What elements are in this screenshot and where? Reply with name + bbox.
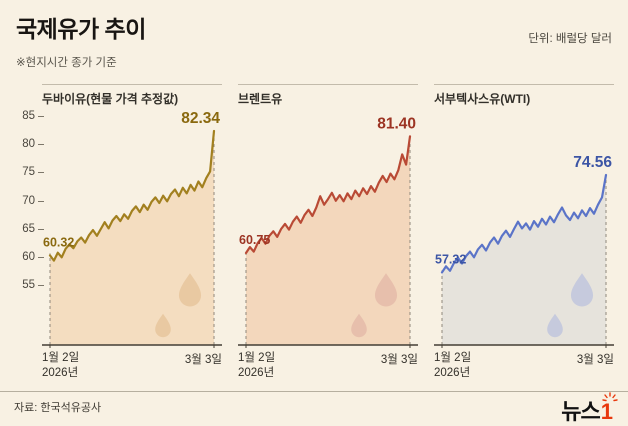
y-tick-mark <box>38 228 44 230</box>
area-fill <box>50 131 214 345</box>
oil-drop-icon <box>155 313 171 338</box>
chart-svg: 60.32 82.34 <box>42 110 222 348</box>
y-tick-mark <box>38 200 44 202</box>
y-tick-label: 65 <box>22 223 35 235</box>
y-tick: 55 <box>10 277 44 293</box>
x-start-label: 1월 2일 <box>42 352 80 364</box>
y-tick: 70 <box>10 193 44 209</box>
oil-drop-icon <box>178 273 202 307</box>
x-end-label: 3월 3일 <box>576 354 614 366</box>
start-value-label: 60.32 <box>43 235 74 249</box>
y-tick-mark <box>38 256 44 258</box>
end-value-label: 74.56 <box>573 154 612 171</box>
y-tick-label: 85 <box>22 110 35 122</box>
y-tick-mark <box>38 284 44 286</box>
y-tick: 80 <box>10 136 44 152</box>
oil-drop-icon <box>547 313 563 338</box>
chart-wti: 57.32 74.56 <box>434 100 614 348</box>
y-tick-label: 80 <box>22 138 35 150</box>
y-tick-label: 55 <box>22 279 35 291</box>
x-start-group: 1월 2일 2026년 <box>238 351 275 381</box>
x-end-label: 3월 3일 <box>184 354 222 366</box>
area-fill <box>442 175 606 345</box>
oil-drop-icon <box>351 313 367 338</box>
y-tick-label: 75 <box>22 166 35 178</box>
news1-logo: 뉴스 1 <box>561 392 618 426</box>
area-fill <box>246 136 410 345</box>
chart-svg: 57.32 74.56 <box>434 154 614 348</box>
x-end-label: 3월 3일 <box>380 354 418 366</box>
x-start-group: 1월 2일 2026년 <box>434 351 471 381</box>
chart-brent: 60.75 81.40 <box>238 100 418 348</box>
end-value-label: 81.40 <box>377 115 416 132</box>
page-title: 국제유가 추이 <box>16 16 146 42</box>
y-tick-mark <box>38 171 44 173</box>
chart-dubai: 60.32 82.34 <box>42 100 222 348</box>
oil-drop-icon <box>570 273 594 307</box>
chart-svg: 60.75 81.40 <box>238 115 418 348</box>
x-start-year: 2026년 <box>238 367 275 379</box>
start-value-label: 57.32 <box>435 252 466 266</box>
y-tick: 75 <box>10 164 44 180</box>
source-credit: 자료: 한국석유공사 <box>14 402 102 414</box>
y-tick: 60 <box>10 249 44 265</box>
basis-note: ※현지시간 종가 기준 <box>16 57 117 69</box>
x-start-year: 2026년 <box>42 367 79 379</box>
chart-title-wti: 서부텍사스유(WTI) <box>434 84 614 107</box>
logo-rays-icon <box>602 392 618 402</box>
y-tick: 85 <box>10 108 44 124</box>
price-line <box>48 129 216 262</box>
price-line <box>440 173 608 274</box>
y-tick: 65 <box>10 221 44 237</box>
chart-title-dubai: 두바이유(현물 가격 추정값) <box>42 84 222 107</box>
footer-divider <box>0 391 628 392</box>
start-value-label: 60.75 <box>239 233 270 247</box>
x-start-group: 1월 2일 2026년 <box>42 351 79 381</box>
price-line <box>244 135 412 255</box>
end-value-label: 82.34 <box>181 110 220 127</box>
unit-label: 단위: 배럴당 달러 <box>528 33 612 45</box>
logo-one: 1 <box>600 392 618 424</box>
logo-text: 뉴스 <box>561 399 600 424</box>
y-tick-mark <box>38 143 44 145</box>
x-start-year: 2026년 <box>434 367 471 379</box>
logo-numeral: 1 <box>600 399 613 424</box>
y-tick-label: 70 <box>22 195 35 207</box>
y-tick-label: 60 <box>22 251 35 263</box>
y-tick-mark <box>38 115 44 117</box>
x-start-label: 1월 2일 <box>238 352 276 364</box>
x-start-label: 1월 2일 <box>434 352 472 364</box>
oil-drop-icon <box>374 273 398 307</box>
chart-title-brent: 브렌트유 <box>238 84 418 107</box>
